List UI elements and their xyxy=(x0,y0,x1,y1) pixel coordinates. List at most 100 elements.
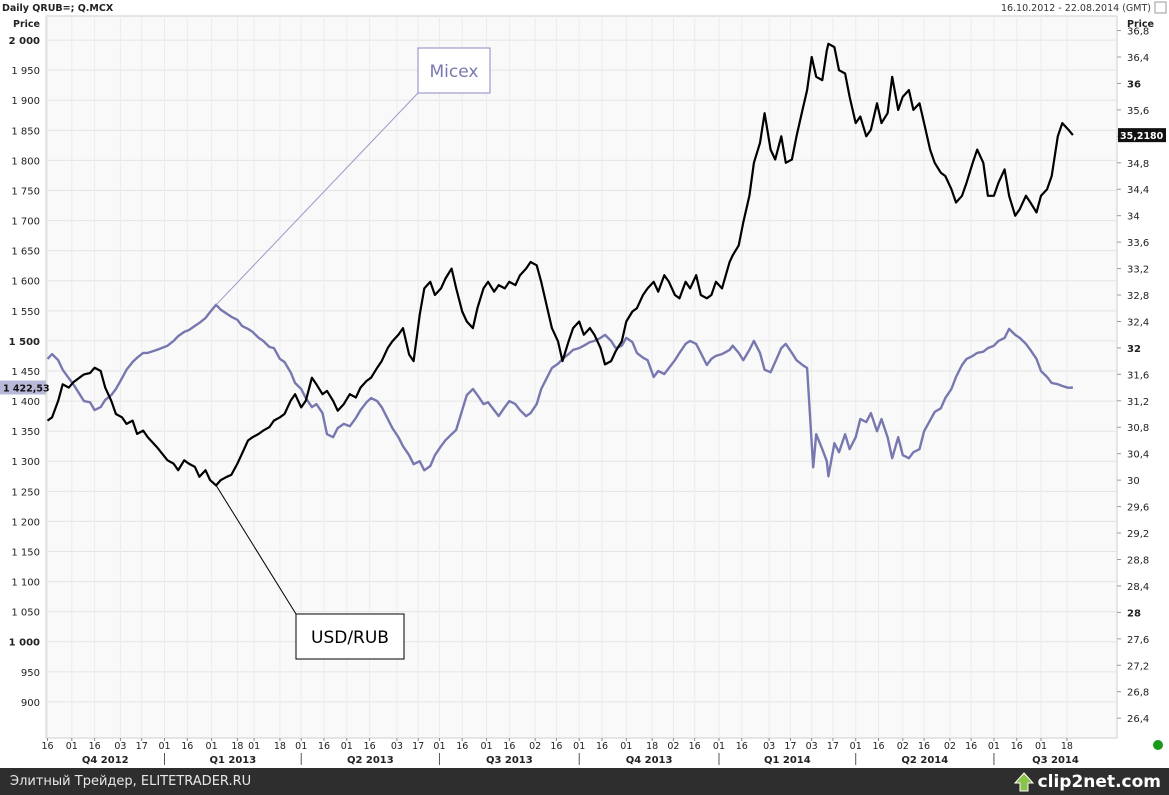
clip2net-logo[interactable]: clip2net.com xyxy=(1013,771,1161,792)
right-axis-tick-label: 31,2 xyxy=(1127,397,1149,408)
x-axis-day-label: 01 xyxy=(988,741,1000,752)
x-axis-day-label: 16 xyxy=(89,741,101,752)
left-last-value-tag xyxy=(0,380,46,395)
usdrub-callout-label: USD/RUB xyxy=(311,628,389,648)
x-axis-day-label: 02 xyxy=(667,741,679,752)
left-axis-tick-label: 1 750 xyxy=(11,186,40,197)
right-axis-tick-label: 36 xyxy=(1127,79,1141,90)
right-axis-tick-label: 28,4 xyxy=(1127,582,1149,593)
right-axis-tick-label: 32,4 xyxy=(1127,317,1149,328)
x-axis-day-label: 17 xyxy=(784,741,796,752)
x-axis-day-label: 01 xyxy=(158,741,170,752)
left-axis-tick-label: 1 350 xyxy=(11,427,40,438)
footer-credit: Элитный Трейдер, ELITETRADER.RU xyxy=(10,774,252,789)
right-axis-tick-label: 34,8 xyxy=(1127,159,1149,170)
right-axis-tick-label: 33,2 xyxy=(1127,265,1149,276)
right-axis-tick-label: 31,6 xyxy=(1127,370,1149,381)
x-axis-day-label: 02 xyxy=(897,741,909,752)
x-axis-day-label: 03 xyxy=(114,741,126,752)
x-axis-day-label: 01 xyxy=(206,741,218,752)
left-axis-tick-label: 1 850 xyxy=(11,126,40,137)
chart: 900 950 1 000 1 050 1 100 1 150 1 200 1 250 1 30… xyxy=(0,1,1167,766)
left-axis-tick-label: 1 150 xyxy=(11,547,40,558)
usdrub-callout-box xyxy=(295,613,405,660)
right-axis-tick-label: 29,6 xyxy=(1127,503,1149,514)
x-axis-day-label: 16 xyxy=(41,741,53,752)
right-axis-tick-label: 32 xyxy=(1127,344,1141,355)
right-last-value-label: 35,2180 xyxy=(1120,131,1164,142)
x-axis-day-label: 01 xyxy=(481,741,493,752)
x-axis-quarter-label: Q3 2013 xyxy=(486,755,533,766)
right-axis-tick-label: 36,4 xyxy=(1127,53,1149,64)
right-axis-tick-label: 34 xyxy=(1127,212,1140,223)
left-axis-tick-label: 1 300 xyxy=(11,457,40,468)
x-axis-day-label: 17 xyxy=(136,741,148,752)
usdrub-callout-line xyxy=(215,485,297,615)
x-axis-day-label: 18 xyxy=(231,741,243,752)
right-axis-tick-label: 36,8 xyxy=(1127,27,1149,38)
right-axis-tick-label: 30,4 xyxy=(1127,450,1149,461)
date-range: 16.10.2012 - 22.08.2014 (GMT) xyxy=(1001,3,1151,14)
micex-callout-line xyxy=(215,92,419,306)
x-axis-day-label: 03 xyxy=(763,741,775,752)
x-axis-day-label: 01 xyxy=(248,741,260,752)
x-axis-day-label: 01 xyxy=(850,741,862,752)
x-axis-day-label: 18 xyxy=(1061,741,1073,752)
x-axis-day-label: 16 xyxy=(181,741,193,752)
x-axis-day-label: 16 xyxy=(965,741,977,752)
x-axis-day-label: 03 xyxy=(806,741,818,752)
left-axis-tick-label: 1 900 xyxy=(11,96,40,107)
clip2net-logo-text: clip2net.com xyxy=(1037,771,1161,792)
left-axis-tick-label: 1 000 xyxy=(9,638,40,649)
x-axis-day-label: 01 xyxy=(1035,741,1047,752)
x-axis-quarter-label: Q1 2014 xyxy=(764,755,811,766)
x-axis-day-label: 16 xyxy=(918,741,930,752)
right-axis-tick-label: 30 xyxy=(1127,476,1140,487)
x-axis-day-label: 01 xyxy=(295,741,307,752)
right-axis-tick-label: 28,8 xyxy=(1127,555,1149,566)
x-axis-day-label: 16 xyxy=(364,741,376,752)
right-axis-tick-label: 26,4 xyxy=(1127,714,1149,725)
green-up-arrow-icon xyxy=(1013,771,1034,791)
left-axis-title: Price xyxy=(13,19,40,30)
x-axis-day-label: 01 xyxy=(573,741,585,752)
x-axis-day-label: 03 xyxy=(391,741,403,752)
right-axis-tick-label: 30,8 xyxy=(1127,423,1149,434)
right-axis-tick-label: 34,4 xyxy=(1127,185,1149,196)
x-axis-day-label: 17 xyxy=(412,741,424,752)
corner-box xyxy=(1154,1,1167,14)
chart-title: Daily QRUB=; Q.MCX xyxy=(2,3,114,14)
x-axis-day-label: 01 xyxy=(713,741,725,752)
left-axis-tick-label: 1 600 xyxy=(11,277,40,288)
x-axis-quarter-label: Q4 2012 xyxy=(82,755,129,766)
left-axis-tick-label: 1 200 xyxy=(11,517,40,528)
x-axis-day-label: 01 xyxy=(620,741,632,752)
left-axis-tick-label: 900 xyxy=(21,698,40,709)
right-axis-tick-label: 35,6 xyxy=(1127,106,1149,117)
micex-callout-label: Micex xyxy=(430,62,479,82)
x-axis-quarter-label: Q4 2013 xyxy=(626,755,673,766)
left-axis-tick-label: 1 100 xyxy=(11,578,40,589)
plot-area xyxy=(45,15,1118,739)
x-axis-day-label: 02 xyxy=(529,741,541,752)
x-axis-day-label: 17 xyxy=(827,741,839,752)
right-axis-tick-label: 27,2 xyxy=(1127,661,1149,672)
footer-bar: Элитный Трейдер, ELITETRADER.RU clip2net… xyxy=(0,768,1169,795)
right-axis-tick-label: 29,2 xyxy=(1127,529,1149,540)
right-axis-title: Price xyxy=(1127,19,1154,30)
x-axis-quarter-label: Q2 2014 xyxy=(901,755,948,766)
x-axis-day-label: 16 xyxy=(872,741,884,752)
x-axis-day-label: 16 xyxy=(596,741,608,752)
x-axis-day-label: 01 xyxy=(433,741,445,752)
left-axis-tick-label: 1 650 xyxy=(11,247,40,258)
x-axis-day-label: 18 xyxy=(646,741,658,752)
left-axis-tick-label: 1 950 xyxy=(11,66,40,77)
left-axis-tick-label: 1 800 xyxy=(11,156,40,167)
left-axis-tick-label: 2 000 xyxy=(9,36,40,47)
left-axis-tick-label: 1 050 xyxy=(11,608,40,619)
x-axis-day-label: 16 xyxy=(456,741,468,752)
right-axis-tick-label: 32,8 xyxy=(1127,291,1149,302)
x-axis-day-label: 16 xyxy=(550,741,562,752)
x-axis-quarter-label: Q1 2013 xyxy=(209,755,256,766)
x-axis-day-label: 16 xyxy=(318,741,330,752)
